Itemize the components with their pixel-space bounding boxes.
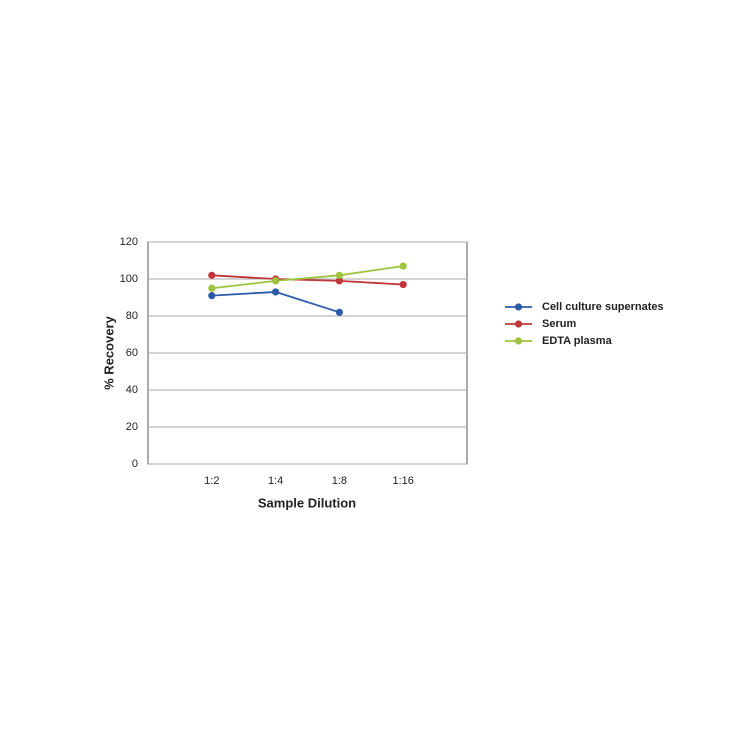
- series-line: [211, 265, 404, 290]
- data-point: [208, 284, 216, 292]
- x-tick-label: 1:4: [268, 475, 283, 487]
- y-tick-label: 80: [126, 310, 138, 322]
- y-tick-label: 0: [132, 458, 138, 470]
- series-line: [211, 274, 404, 286]
- y-tick-label: 120: [120, 236, 138, 248]
- data-point: [399, 262, 407, 270]
- data-point: [208, 271, 216, 279]
- data-point: [208, 292, 216, 300]
- y-tick-label: 100: [120, 273, 138, 285]
- legend-label: EDTA plasma: [542, 335, 613, 347]
- data-point: [335, 277, 343, 285]
- legend-marker: [514, 337, 523, 345]
- x-tick-label: 1:8: [332, 475, 347, 487]
- data-point: [335, 308, 343, 316]
- y-tick-label: 40: [126, 384, 138, 396]
- data-point: [272, 277, 280, 285]
- x-axis-title: Sample Dilution: [258, 495, 356, 510]
- legend-marker: [514, 303, 523, 311]
- legend-label: Serum: [542, 318, 576, 330]
- y-axis-title: % Recovery: [101, 315, 116, 389]
- x-tick-label: 1:16: [392, 475, 413, 487]
- data-point: [272, 288, 280, 296]
- legend-marker: [514, 320, 523, 328]
- legend-label: Cell culture supernates: [542, 301, 664, 313]
- x-tick-label: 1:2: [204, 475, 219, 487]
- data-point: [399, 280, 407, 289]
- y-tick-label: 20: [126, 421, 138, 433]
- y-tick-label: 60: [126, 347, 138, 359]
- data-point: [335, 271, 343, 279]
